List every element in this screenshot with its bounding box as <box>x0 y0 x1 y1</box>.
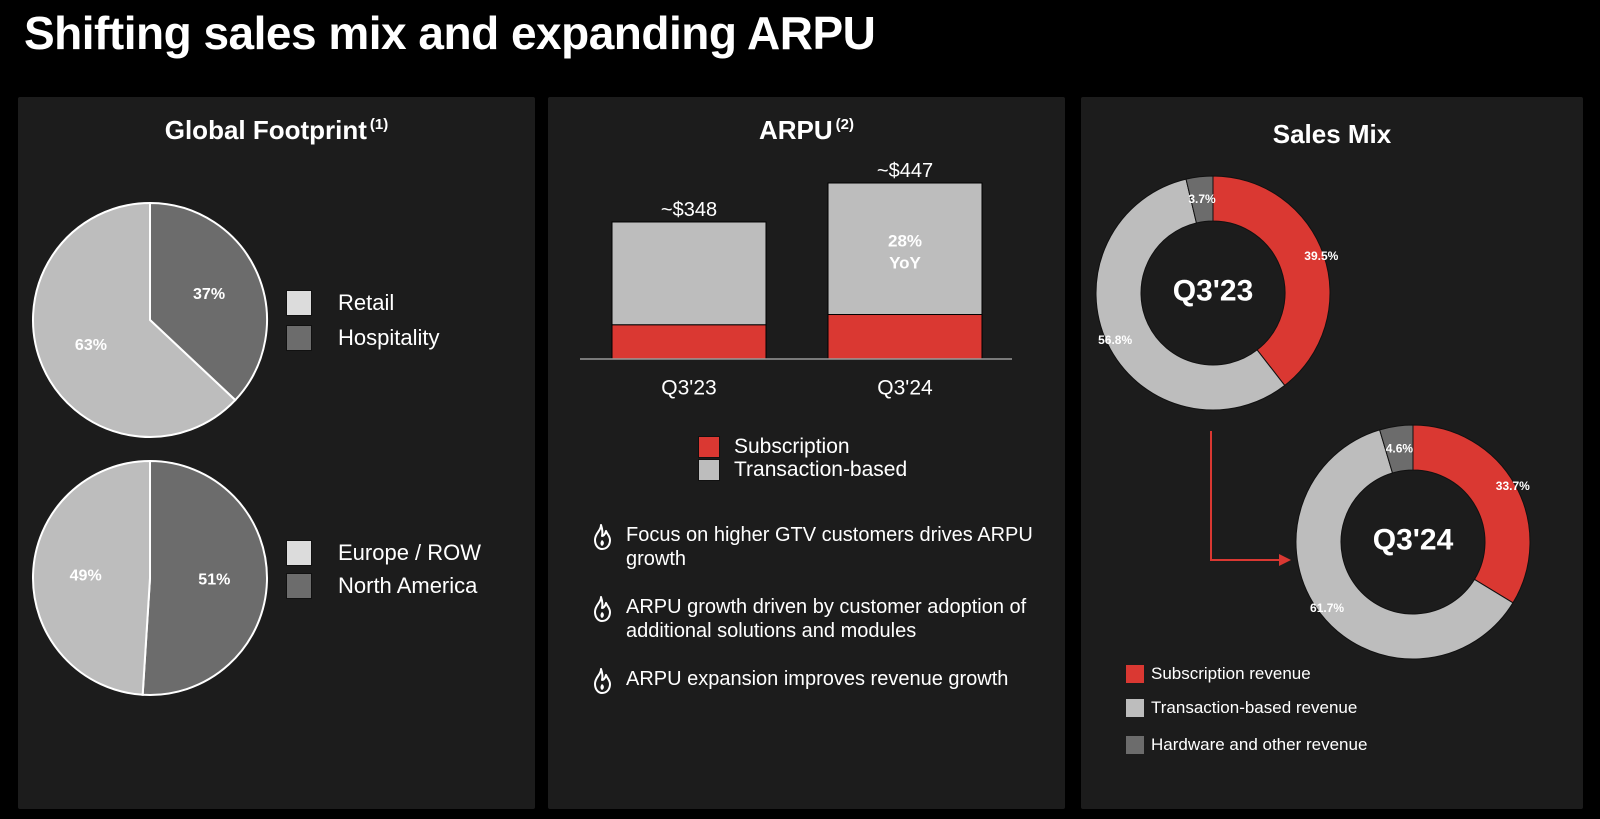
hospitality-value-label: 37% <box>193 286 225 303</box>
subscription-swatch <box>698 436 720 458</box>
segment-pie-chart: 37% 63% <box>32 201 268 438</box>
europe-row-value-label: 49% <box>70 567 102 584</box>
north-america-swatch <box>286 573 312 599</box>
bullet-item: ARPU growth driven by customer adoption … <box>592 595 1052 643</box>
legend-item-retail: Retail <box>286 290 394 316</box>
yoy-percent-label: 28% <box>888 232 922 251</box>
legend-label: Transaction-based revenue <box>1151 698 1358 717</box>
region-pie-chart: 51% 49% <box>32 459 268 696</box>
flame-logo-icon <box>592 523 614 571</box>
legend-label: Subscription <box>734 435 850 458</box>
q3-23-category-label: Q3'23 <box>661 377 716 400</box>
yoy-label: YoY <box>889 254 921 273</box>
legend-item-transaction-based-revenue: Transaction-based revenue <box>1126 698 1357 718</box>
global-footprint-footnote: (1) <box>369 116 389 134</box>
q3-24-transaction-bar <box>827 182 983 316</box>
global-footprint-title: Global Footprint (1) <box>164 115 389 145</box>
q3-23-subscription-bar <box>611 324 767 360</box>
legend-item-subscription-revenue: Subscription revenue <box>1126 664 1311 684</box>
retail-slice <box>32 201 237 438</box>
q3-23-transaction-segment <box>1095 178 1286 411</box>
q3-24-total-label: ~$447 <box>877 160 933 182</box>
q3-24-center-label: Q3'24 <box>1373 524 1454 557</box>
legend-item-hospitality: Hospitality <box>286 325 439 351</box>
q3-23-total-label: ~$348 <box>661 199 717 221</box>
hospitality-swatch <box>286 325 312 351</box>
north-america-value-label: 51% <box>198 572 230 589</box>
arpu-panel: ARPU (2) ~$348 Q3'23 ~$447 Q3'24 28% YoY Subsc… <box>548 97 1065 809</box>
retail-swatch <box>286 290 312 316</box>
q3-24-subscription-segment <box>1412 424 1531 604</box>
q3-24-subscription-bar <box>827 314 983 360</box>
bullet-item: ARPU expansion improves revenue growth <box>592 667 1052 700</box>
q3-24-transaction-value-label: 61.7% <box>1310 601 1344 615</box>
bullet-item: Focus on higher GTV customers drives ARP… <box>592 523 1052 571</box>
q3-24-hardware-segment <box>1379 424 1414 474</box>
legend-label: Transaction-based <box>734 458 908 481</box>
flame-logo-icon <box>592 595 614 643</box>
global-footprint-panel: Global Footprint (1) 37% 63% 51% 49% Retail… <box>18 97 535 809</box>
q3-24-transaction-segment <box>1295 429 1514 660</box>
page-title: Shifting sales mix and expanding ARPU <box>24 7 876 59</box>
europe-row-slice <box>32 459 151 696</box>
legend-label: Europe / ROW <box>338 540 482 565</box>
q3-24-category-label: Q3'24 <box>877 377 933 400</box>
transaction-based-revenue-swatch <box>1126 699 1144 717</box>
q3-23-subscription-segment <box>1212 175 1331 387</box>
legend-label: North America <box>338 573 478 598</box>
flame-logo-icon <box>592 667 614 700</box>
hospitality-slice <box>149 201 268 402</box>
sales-mix-panel: Sales Mix 39.5% 56.8% 3.7% Q3'23 33.7% 61.7% 4… <box>1081 97 1583 809</box>
legend-item-north-america: North America <box>286 573 477 599</box>
europe-row-swatch <box>286 540 312 566</box>
q3-23-hardware-value-label: 3.7% <box>1188 192 1216 206</box>
arpu-bar-chart: ~$348 Q3'23 ~$447 Q3'24 28% YoY <box>580 160 1012 400</box>
legend-label: Retail <box>338 290 395 315</box>
flow-arrow-head <box>1279 554 1291 566</box>
legend-label: Hospitality <box>338 325 440 350</box>
north-america-slice <box>141 459 268 696</box>
legend-label: Hardware and other revenue <box>1151 735 1368 754</box>
legend-label: Subscription revenue <box>1151 664 1311 683</box>
q3-24-subscription-value-label: 33.7% <box>1496 479 1530 493</box>
flow-arrow-line <box>1210 431 1283 561</box>
arpu-title: ARPU (2) <box>758 115 854 145</box>
sales-mix-title: Sales Mix <box>1272 119 1392 149</box>
legend-item-subscription: Subscription <box>698 435 850 459</box>
q3-23-transaction-value-label: 56.8% <box>1098 333 1132 347</box>
legend-item-europe-row: Europe / ROW <box>286 540 481 566</box>
q3-23-hardware-segment <box>1185 175 1214 224</box>
retail-value-label: 63% <box>75 337 107 354</box>
bullet-text: ARPU expansion improves revenue growth <box>626 668 1009 690</box>
q3-24-hardware-value-label: 4.6% <box>1386 441 1414 455</box>
hardware-other-revenue-swatch <box>1126 736 1144 754</box>
bullet-text: ARPU growth driven by customer adoption … <box>626 596 1027 642</box>
bullet-text: Focus on higher GTV customers drives ARP… <box>626 524 1033 570</box>
subscription-revenue-swatch <box>1126 665 1144 683</box>
q3-23-subscription-value-label: 39.5% <box>1304 249 1338 263</box>
transaction-based-swatch <box>698 459 720 481</box>
legend-item-hardware-other-revenue: Hardware and other revenue <box>1126 735 1367 755</box>
arpu-footnote: (2) <box>835 116 854 134</box>
q3-23-center-label: Q3'23 <box>1173 275 1254 308</box>
legend-item-transaction-based: Transaction-based <box>698 458 907 482</box>
q3-23-transaction-bar <box>611 221 767 326</box>
sales-mix-donut-charts: 39.5% 56.8% 3.7% Q3'23 33.7% 61.7% 4.6% Q3'24 <box>1095 175 1531 660</box>
